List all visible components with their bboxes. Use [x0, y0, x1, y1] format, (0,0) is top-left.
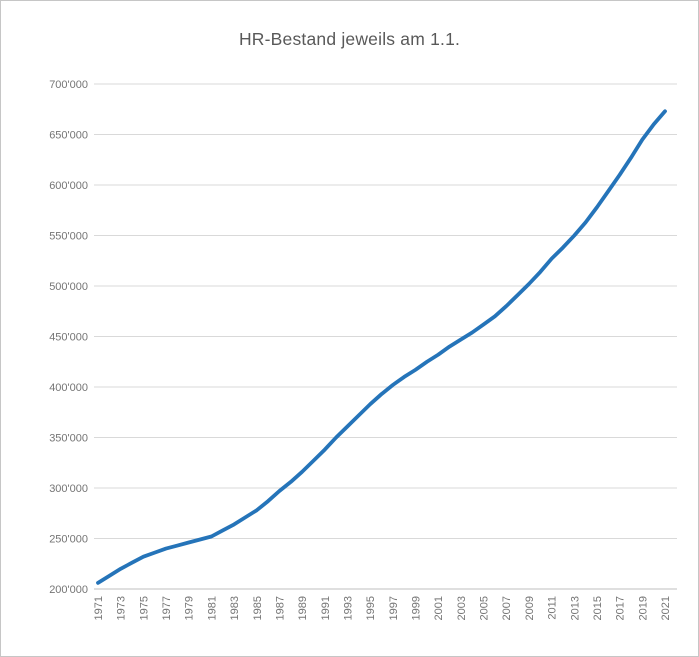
- x-axis-tick-label: 1973: [116, 596, 128, 620]
- x-axis-tick-label: 1997: [388, 596, 400, 620]
- x-axis-tick-label: 2007: [501, 596, 513, 620]
- y-axis-tick-label: 200'000: [49, 584, 88, 596]
- y-axis-tick-label: 400'000: [49, 382, 88, 394]
- y-axis-tick-label: 250'000: [49, 534, 88, 546]
- x-axis-tick-label: 1975: [138, 596, 150, 620]
- x-axis-tick-label: 2021: [660, 596, 672, 620]
- x-axis-tick-label: 1995: [365, 596, 377, 620]
- x-axis-tick-label: 1985: [252, 596, 264, 620]
- x-axis-tick-label: 1977: [161, 596, 173, 620]
- x-axis-tick-label: 1983: [229, 596, 241, 620]
- x-axis-tick-label: 2009: [524, 596, 536, 620]
- x-axis-tick-label: 1979: [184, 596, 196, 620]
- y-axis-tick-label: 550'000: [49, 231, 88, 243]
- x-axis-tick-label: 2017: [615, 596, 627, 620]
- y-axis-tick-label: 600'000: [49, 180, 88, 192]
- x-axis-tick-label: 1981: [206, 596, 218, 620]
- x-axis-tick-label: 1987: [274, 596, 286, 620]
- chart-title: HR-Bestand jeweils am 1.1.: [238, 29, 461, 49]
- y-axis-tick-label: 650'000: [49, 130, 88, 142]
- y-axis-tick-label: 500'000: [49, 281, 88, 293]
- x-axis-tick-label: 1993: [342, 596, 354, 620]
- x-axis-tick-label: 1991: [320, 596, 332, 620]
- y-axis-tick-label: 700'000: [49, 79, 88, 91]
- x-axis-tick-label: 2005: [479, 596, 491, 620]
- x-axis-tick-label: 1989: [297, 596, 309, 620]
- x-axis-tick-label: 2015: [592, 596, 604, 620]
- x-axis-tick-label: 1971: [93, 596, 105, 620]
- y-axis-tick-label: 450'000: [49, 332, 88, 344]
- y-axis-tick-label: 350'000: [49, 433, 88, 445]
- x-axis-tick-label: 2013: [569, 596, 581, 620]
- x-axis-tick-label: 2019: [637, 596, 649, 620]
- y-axis-tick-label: 300'000: [49, 483, 88, 495]
- x-axis-tick-label: 2001: [433, 596, 445, 620]
- x-axis-tick-label: 2003: [456, 596, 468, 620]
- x-axis-tick-label: 1999: [411, 596, 423, 620]
- x-axis-tick-label: 2011: [547, 596, 559, 620]
- data-series-line: [96, 109, 667, 585]
